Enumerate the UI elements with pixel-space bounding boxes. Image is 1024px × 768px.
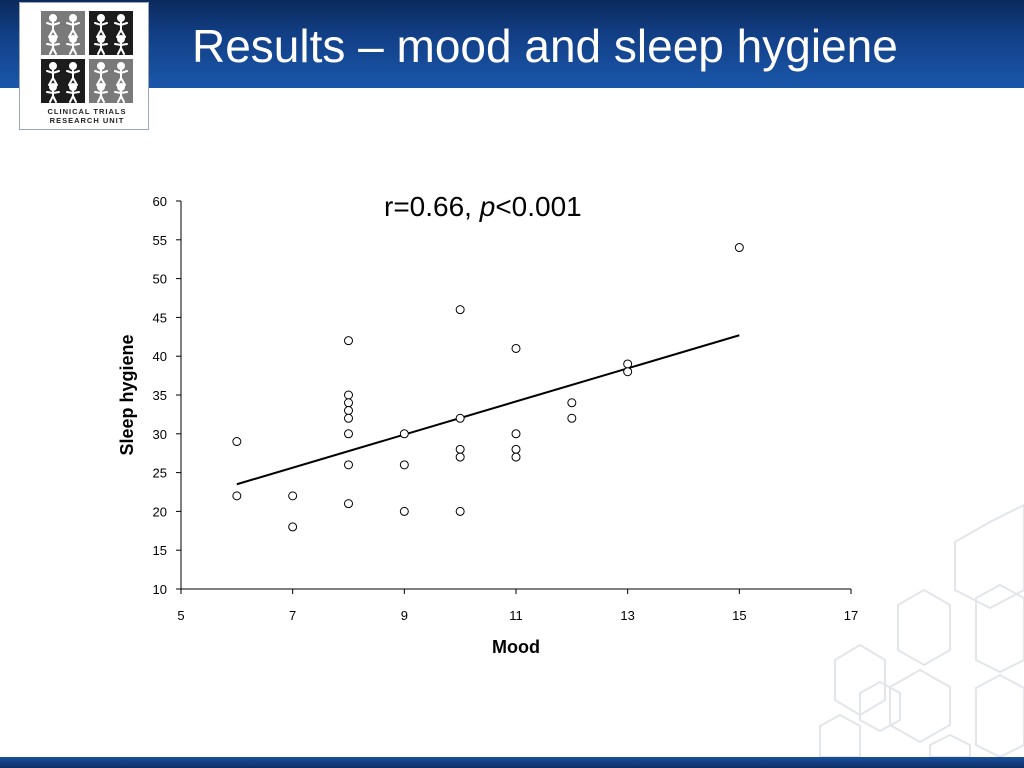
decorative-hexagons [819, 503, 1024, 757]
data-point [344, 460, 353, 470]
logo-text-line2: RESEARCH UNIT [50, 116, 125, 125]
logo-tile-2 [89, 11, 133, 55]
x-tick-label: 5 [177, 608, 184, 623]
data-point [511, 452, 521, 462]
y-tick-label: 50 [153, 272, 167, 287]
data-point [511, 429, 521, 439]
chart-axes: 10 15 20 25 30 35 40 45 50 55 60 5 7 9 11 13 15 17 [153, 194, 859, 623]
p-symbol: p [479, 191, 496, 222]
logo-text-line1: CLINICAL TRIALS [47, 107, 126, 116]
x-tick-label: 15 [732, 608, 746, 623]
data-point [455, 506, 465, 516]
slide-title: Results – mood and sleep hygiene [192, 20, 898, 72]
data-point [344, 413, 353, 423]
trendline [236, 334, 740, 486]
y-tick-label: 20 [153, 504, 167, 519]
data-point [344, 406, 353, 416]
y-tick-label: 15 [153, 543, 167, 558]
data-point [511, 444, 521, 454]
y-axis-label: Sleep hygiene [117, 334, 137, 455]
y-tick-label: 35 [153, 388, 167, 403]
data-point [232, 437, 242, 447]
y-tick-label: 30 [153, 427, 167, 442]
x-tick-label: 13 [620, 608, 634, 623]
logo-figures [46, 14, 128, 103]
data-point [734, 243, 744, 253]
logo-tile-3 [41, 59, 85, 103]
data-point [623, 367, 633, 377]
r-value-text: r=0.66, [384, 191, 480, 222]
logo-tile-1 [41, 11, 85, 55]
data-point [399, 429, 409, 439]
logo-graphic: CLINICAL TRIALS RESEARCH UNIT [41, 11, 133, 125]
data-point [344, 390, 353, 400]
data-point [567, 398, 577, 408]
data-point [455, 452, 465, 462]
clinical-trials-logo: CLINICAL TRIALS RESEARCH UNIT [19, 2, 149, 130]
data-point [344, 429, 353, 439]
x-tick-label: 11 [509, 608, 523, 623]
logo-tile-4 [89, 59, 133, 103]
data-point [232, 491, 242, 501]
y-tick-label: 60 [153, 194, 167, 209]
y-tick-label: 45 [153, 310, 167, 325]
data-point [455, 305, 465, 315]
data-point [288, 522, 298, 532]
correlation-annotation: r=0.66, p<0.001 [384, 190, 582, 224]
data-point [344, 336, 353, 346]
trendline-group [236, 334, 740, 486]
data-points-group [232, 243, 744, 532]
p-value-text: <0.001 [495, 191, 582, 222]
x-axis-label: Mood [492, 637, 540, 657]
data-point [399, 460, 409, 470]
y-tick-label: 10 [153, 582, 167, 597]
data-point [623, 359, 633, 369]
data-point [288, 491, 298, 501]
data-point [344, 499, 353, 509]
data-point [455, 444, 465, 454]
data-point [455, 413, 465, 423]
data-point [399, 506, 409, 516]
x-tick-label: 9 [401, 608, 408, 623]
data-point [567, 413, 577, 423]
x-tick-label: 17 [844, 608, 858, 623]
y-tick-label: 55 [153, 233, 167, 248]
y-tick-label: 25 [153, 466, 167, 481]
x-tick-label: 7 [289, 608, 296, 623]
slide-header: Results – mood and sleep hygiene [0, 0, 1024, 88]
data-point [511, 343, 521, 353]
y-tick-label: 40 [153, 349, 167, 364]
data-point [344, 398, 353, 408]
footer-bar [0, 757, 1024, 768]
